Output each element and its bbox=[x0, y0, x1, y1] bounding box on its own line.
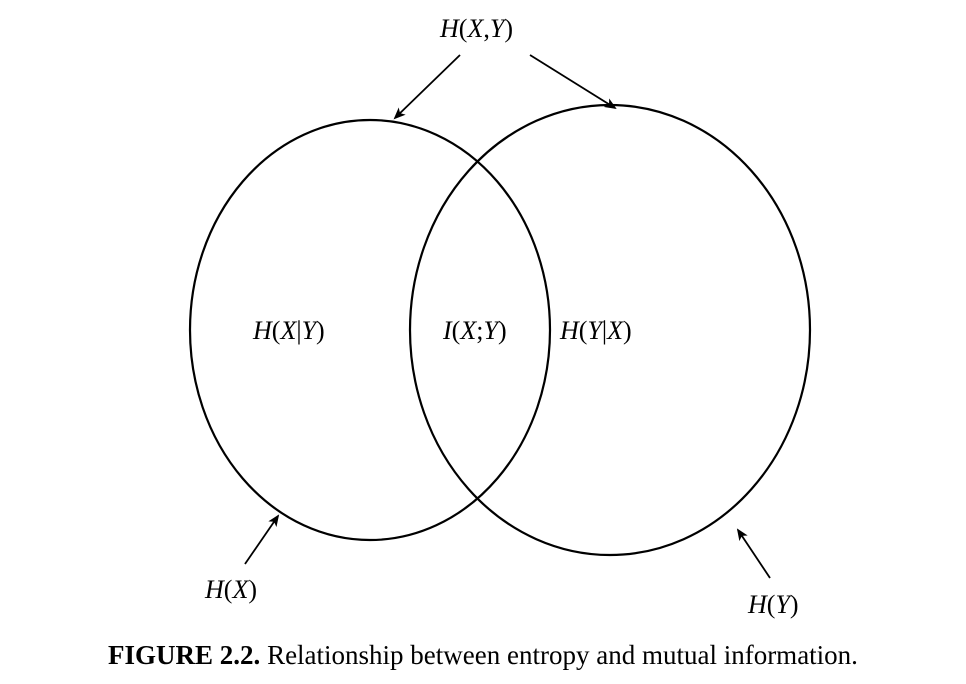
arrow-bottom-left bbox=[245, 516, 278, 564]
label-ixy: I(X;Y) bbox=[443, 316, 507, 346]
arrow-top-right bbox=[530, 55, 615, 108]
label-hx: H(X) bbox=[205, 575, 257, 605]
figure-container: { "diagram": { "type": "venn", "canvas":… bbox=[0, 0, 966, 684]
arrow-bottom-right bbox=[738, 530, 770, 578]
caption-prefix: FIGURE 2.2. bbox=[108, 640, 260, 670]
label-hxy: H(X,Y) bbox=[440, 14, 513, 44]
figure-caption: FIGURE 2.2. Relationship between entropy… bbox=[0, 640, 966, 671]
label-hxgy: H(X|Y) bbox=[253, 316, 325, 346]
label-hy: H(Y) bbox=[748, 590, 799, 620]
arrow-top-left bbox=[395, 55, 460, 118]
caption-text: Relationship between entropy and mutual … bbox=[267, 640, 858, 670]
label-hygx: H(Y|X) bbox=[560, 316, 632, 346]
